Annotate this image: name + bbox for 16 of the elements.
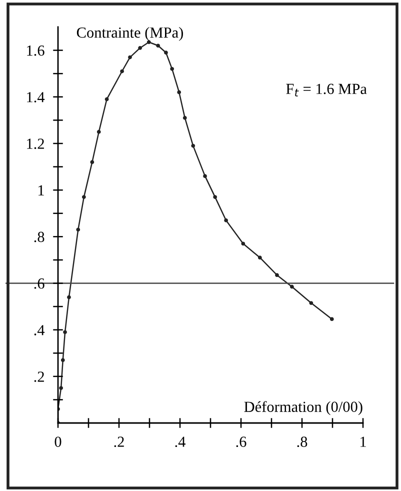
x-tick-label: .6	[236, 436, 246, 448]
y-tick-label: .2	[34, 372, 44, 382]
x-tick-label: .8	[297, 436, 308, 448]
x-axis-title: Déformation (0/00)	[244, 401, 362, 416]
y-tick-label: 1.4	[27, 92, 45, 102]
y-tick-label: .8	[34, 232, 44, 242]
x-tick-label: .2	[114, 436, 124, 448]
x-tick-label: 0	[54, 436, 62, 447]
y-tick-label: 1	[38, 185, 44, 196]
x-tick-label: 1	[360, 436, 366, 447]
y-tick-label: 1.2	[27, 138, 44, 149]
y-tick-label: .4	[34, 325, 45, 336]
annotation: F$_{t}$ = 1.6 MPa	[286, 84, 367, 96]
y-tick-label: 1.6	[27, 45, 44, 56]
x-tick-label: .4	[175, 436, 186, 448]
y-axis-title: Contrainte (MPa)	[76, 27, 183, 41]
